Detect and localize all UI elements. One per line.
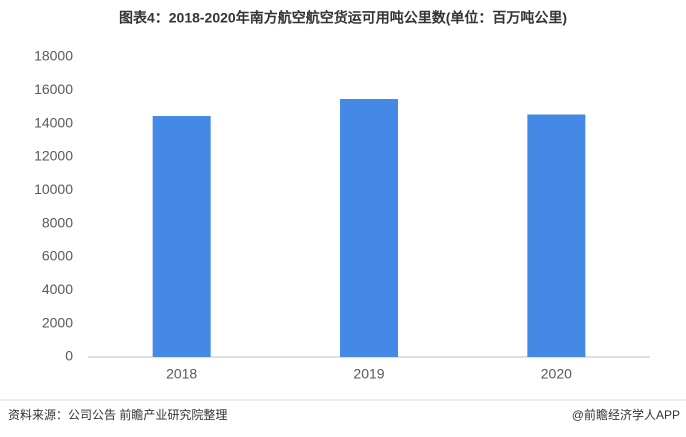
y-tick-label: 18000 [34,48,73,64]
y-tick-label: 12000 [34,148,73,164]
x-tick-label: 2019 [353,366,384,382]
y-tick-label: 2000 [42,314,73,330]
y-tick-label: 8000 [42,214,73,230]
source: 资料来源：公司公告 前瞻产业研究院整理 [8,407,227,422]
credit: @前瞻经济学人APP [572,407,680,422]
y-tick-label: 14000 [34,114,73,130]
bar [152,116,211,357]
x-tick-label: 2020 [541,366,572,382]
x-tick-label: 2018 [166,366,197,382]
chart-title: 图表4：2018-2020年南方航空航空货运可用吨公里数(单位：百万吨公里) [119,10,567,26]
bar [340,99,398,357]
y-tick-label: 16000 [34,81,73,97]
bar [527,114,586,357]
y-tick-label: 10000 [34,181,73,197]
y-tick-label: 6000 [42,248,73,264]
y-tick-label: 4000 [42,281,73,297]
y-tick-label: 0 [65,348,73,364]
